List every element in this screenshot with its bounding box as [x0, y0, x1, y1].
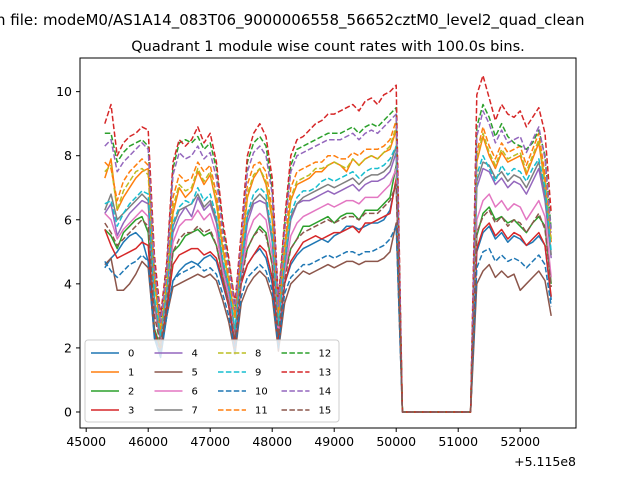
series-line-13 — [104, 74, 552, 413]
legend-box — [84, 339, 340, 423]
y-tick-label: 4 — [64, 276, 72, 291]
x-tick-label: 46000 — [128, 434, 168, 449]
legend-label-11: 11 — [255, 406, 268, 417]
legend-label-5: 5 — [192, 368, 198, 379]
chart-title: Quadrant 1 module wise count rates with … — [131, 39, 525, 55]
legend-label-1: 1 — [128, 368, 134, 379]
legend-label-12: 12 — [319, 349, 332, 360]
legend-label-10: 10 — [255, 387, 268, 398]
x-tick-label: 49000 — [314, 434, 354, 449]
y-tick-label: 10 — [56, 84, 72, 99]
y-tick-label: 2 — [64, 340, 72, 355]
y-tick-label: 0 — [64, 404, 72, 419]
x-axis-offset-label: +5.115e8 — [514, 454, 576, 469]
x-tick-label: 51000 — [438, 434, 478, 449]
legend-label-8: 8 — [255, 349, 261, 360]
legend-label-6: 6 — [192, 387, 198, 398]
legend-label-3: 3 — [128, 406, 134, 417]
y-tick-label: 6 — [64, 212, 72, 227]
series-line-15 — [104, 183, 552, 413]
legend-label-9: 9 — [255, 368, 261, 379]
figure-suptitle: n file: modeM0/AS1A14_083T06_9000006558_… — [0, 11, 585, 30]
series-line-5 — [104, 222, 552, 413]
legend-label-2: 2 — [128, 387, 134, 398]
legend-label-14: 14 — [319, 387, 332, 398]
series-layer — [104, 74, 552, 413]
x-tick-label: 52000 — [500, 434, 540, 449]
series-line-10 — [104, 225, 552, 413]
legend-label-7: 7 — [192, 406, 198, 417]
y-axis: 0 2 4 6 8 10 — [56, 84, 80, 419]
x-axis: 45000 46000 47000 48000 49000 50000 51000 52000 — [66, 428, 540, 449]
legend-label-13: 13 — [319, 368, 332, 379]
x-tick-label: 47000 — [190, 434, 230, 449]
legend-label-0: 0 — [128, 349, 134, 360]
x-tick-label: 50000 — [376, 434, 416, 449]
legend-label-4: 4 — [192, 349, 198, 360]
legend-label-15: 15 — [319, 406, 332, 417]
y-tick-label: 8 — [64, 148, 72, 163]
series-line-6 — [104, 167, 552, 413]
series-line-8 — [104, 126, 552, 413]
plot-frame — [79, 57, 577, 429]
x-tick-label: 48000 — [252, 434, 292, 449]
x-tick-label: 45000 — [66, 434, 106, 449]
